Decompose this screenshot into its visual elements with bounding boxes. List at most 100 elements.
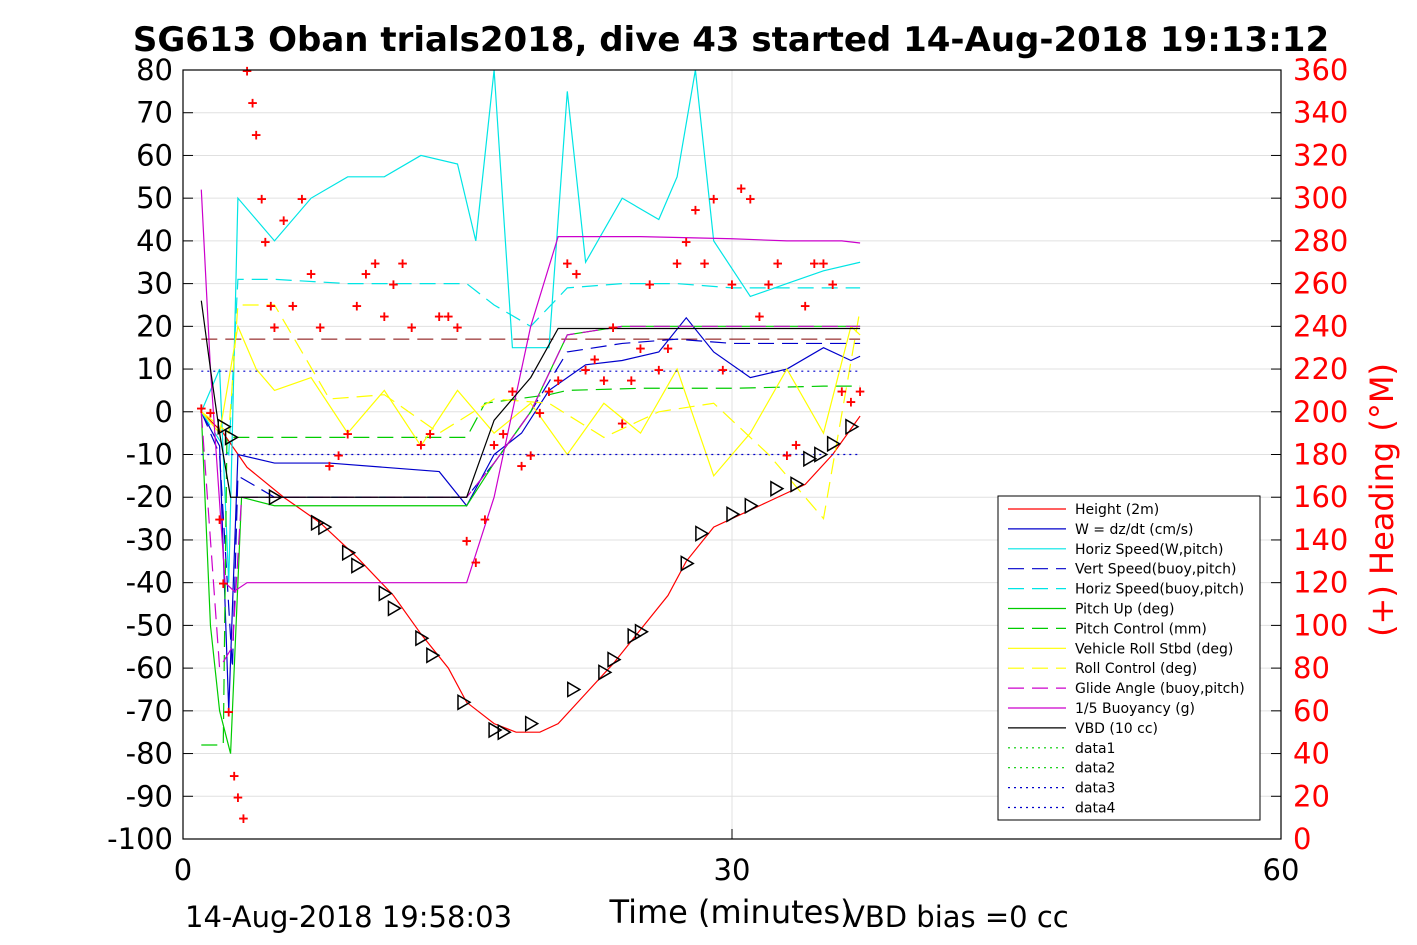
left-tick-label: 0 [155,395,173,429]
heading-marker: + [434,307,444,326]
heading-marker: + [370,253,380,272]
legend: Height (2m) W = dz/dt (cm/s) Horiz Speed(W… [997,495,1261,821]
vbd-marker [387,599,402,617]
legend-label: data3 [1075,781,1115,797]
heading-marker: + [663,339,673,358]
heading-marker: + [288,296,298,315]
vbd-marker [607,651,622,668]
heading-marker: + [672,253,682,272]
right-tick-label: 240 [1293,309,1348,343]
vbd-marker [598,664,613,681]
heading-marker: + [791,435,801,454]
vbd-marker [845,418,860,436]
heading-marker: + [782,446,792,465]
vbd-marker [426,646,441,664]
series-height-2m [200,411,861,733]
heading-marker: + [590,349,600,368]
heading-marker: + [855,381,865,400]
footer-timestamp: 14-Aug-2018 19:58:03 [185,900,512,934]
vbd-marker [224,429,240,446]
right-tick-label: 300 [1293,181,1348,215]
legend-label: W = dz/dt (cm/s) [1075,522,1194,538]
legend-label: Pitch Control (mm) [1075,621,1207,637]
right-tick-label: 340 [1293,96,1348,130]
right-tick-label: 280 [1293,224,1348,258]
heading-marker: + [736,178,746,197]
heading-marker: + [343,424,353,443]
heading-marker: + [297,189,307,208]
heading-marker: + [416,435,426,454]
heading-marker: + [206,403,216,422]
vbd-marker [695,525,710,542]
right-tick-label: 80 [1293,651,1330,685]
heading-marker: + [407,317,417,336]
heading-marker: + [526,446,536,465]
heading-marker: + [617,413,627,432]
heading-marker: + [266,296,276,315]
heading-marker: + [389,275,399,294]
left-tick-label: -50 [126,608,173,642]
heading-marker: + [837,381,847,400]
vbd-marker [814,446,829,463]
vbd-marker [378,585,393,602]
x-axis-label: Time (minutes) [609,893,853,931]
right-tick-label: 260 [1293,267,1348,301]
heading-marker: + [257,189,267,208]
heading-marker: + [599,371,609,390]
right-tick-label: 0 [1293,822,1311,856]
heading-marker: + [270,317,280,336]
heading-marker: + [819,253,829,272]
heading-marker: + [398,253,408,272]
right-tick-label: 40 [1293,737,1330,771]
right-tick-label: 360 [1293,53,1348,87]
left-tick-label: -100 [107,822,173,856]
legend-label: Height (2m) [1075,502,1159,518]
left-tick-label: -40 [126,566,173,600]
left-y-axis: 80 70 60 50 40 30 20 10 0 -10 -20 -30 -40 -50 -60 -70 -8… [107,53,193,856]
heading-marker: + [453,317,463,336]
left-tick-label: -70 [126,694,173,728]
vbd-marker [803,450,818,468]
vbd-marker [497,723,512,741]
vbd-marker [217,418,232,436]
heading-marker: + [745,189,755,208]
x-tick-label: 0 [174,853,192,887]
heading-marker: + [425,424,435,443]
right-tick-label: 220 [1293,352,1348,386]
heading-marker: + [681,232,691,251]
heading-marker: + [562,253,572,272]
vbd-marker [680,555,695,572]
heading-marker: + [755,307,765,326]
right-tick-label: 200 [1293,395,1348,429]
heading-marker: + [828,275,838,294]
vbd-marker [341,544,357,562]
left-tick-label: 80 [136,53,173,87]
series-vert-speed-buoy-pitch [200,338,861,669]
series-horiz-speed-w-pitch [200,69,861,583]
legend-label: Vehicle Roll Stbd (deg) [1075,641,1233,657]
heading-marker: + [572,264,582,283]
heading-marker: + [251,125,261,144]
heading-marker: + [627,371,637,390]
vbd-marker [310,514,326,532]
left-tick-label: -30 [126,523,173,557]
legend-label: Horiz Speed(buoy,pitch) [1075,582,1244,598]
heading-marker: + [810,253,820,272]
vbd-marker [268,488,283,506]
heading-marker: + [535,403,545,422]
heading-marker: + [489,435,499,454]
heading-marker: + [800,296,810,315]
heading-marker: + [773,253,783,272]
heading-marker: + [218,574,228,593]
heading-marker: + [645,275,655,294]
vbd-marker [634,623,649,641]
left-tick-label: 60 [136,138,173,172]
heading-marker: + [361,264,371,283]
series-vehicle-roll-stbd-deg [200,324,861,478]
vbd-marker [524,715,540,732]
heading-marker: + [229,766,239,785]
series-1-5-buoyancy-g [200,189,861,592]
left-tick-label: 30 [136,267,173,301]
series-horiz-speed-buoy-pitch [200,278,861,457]
left-tick-label: -20 [126,480,173,514]
